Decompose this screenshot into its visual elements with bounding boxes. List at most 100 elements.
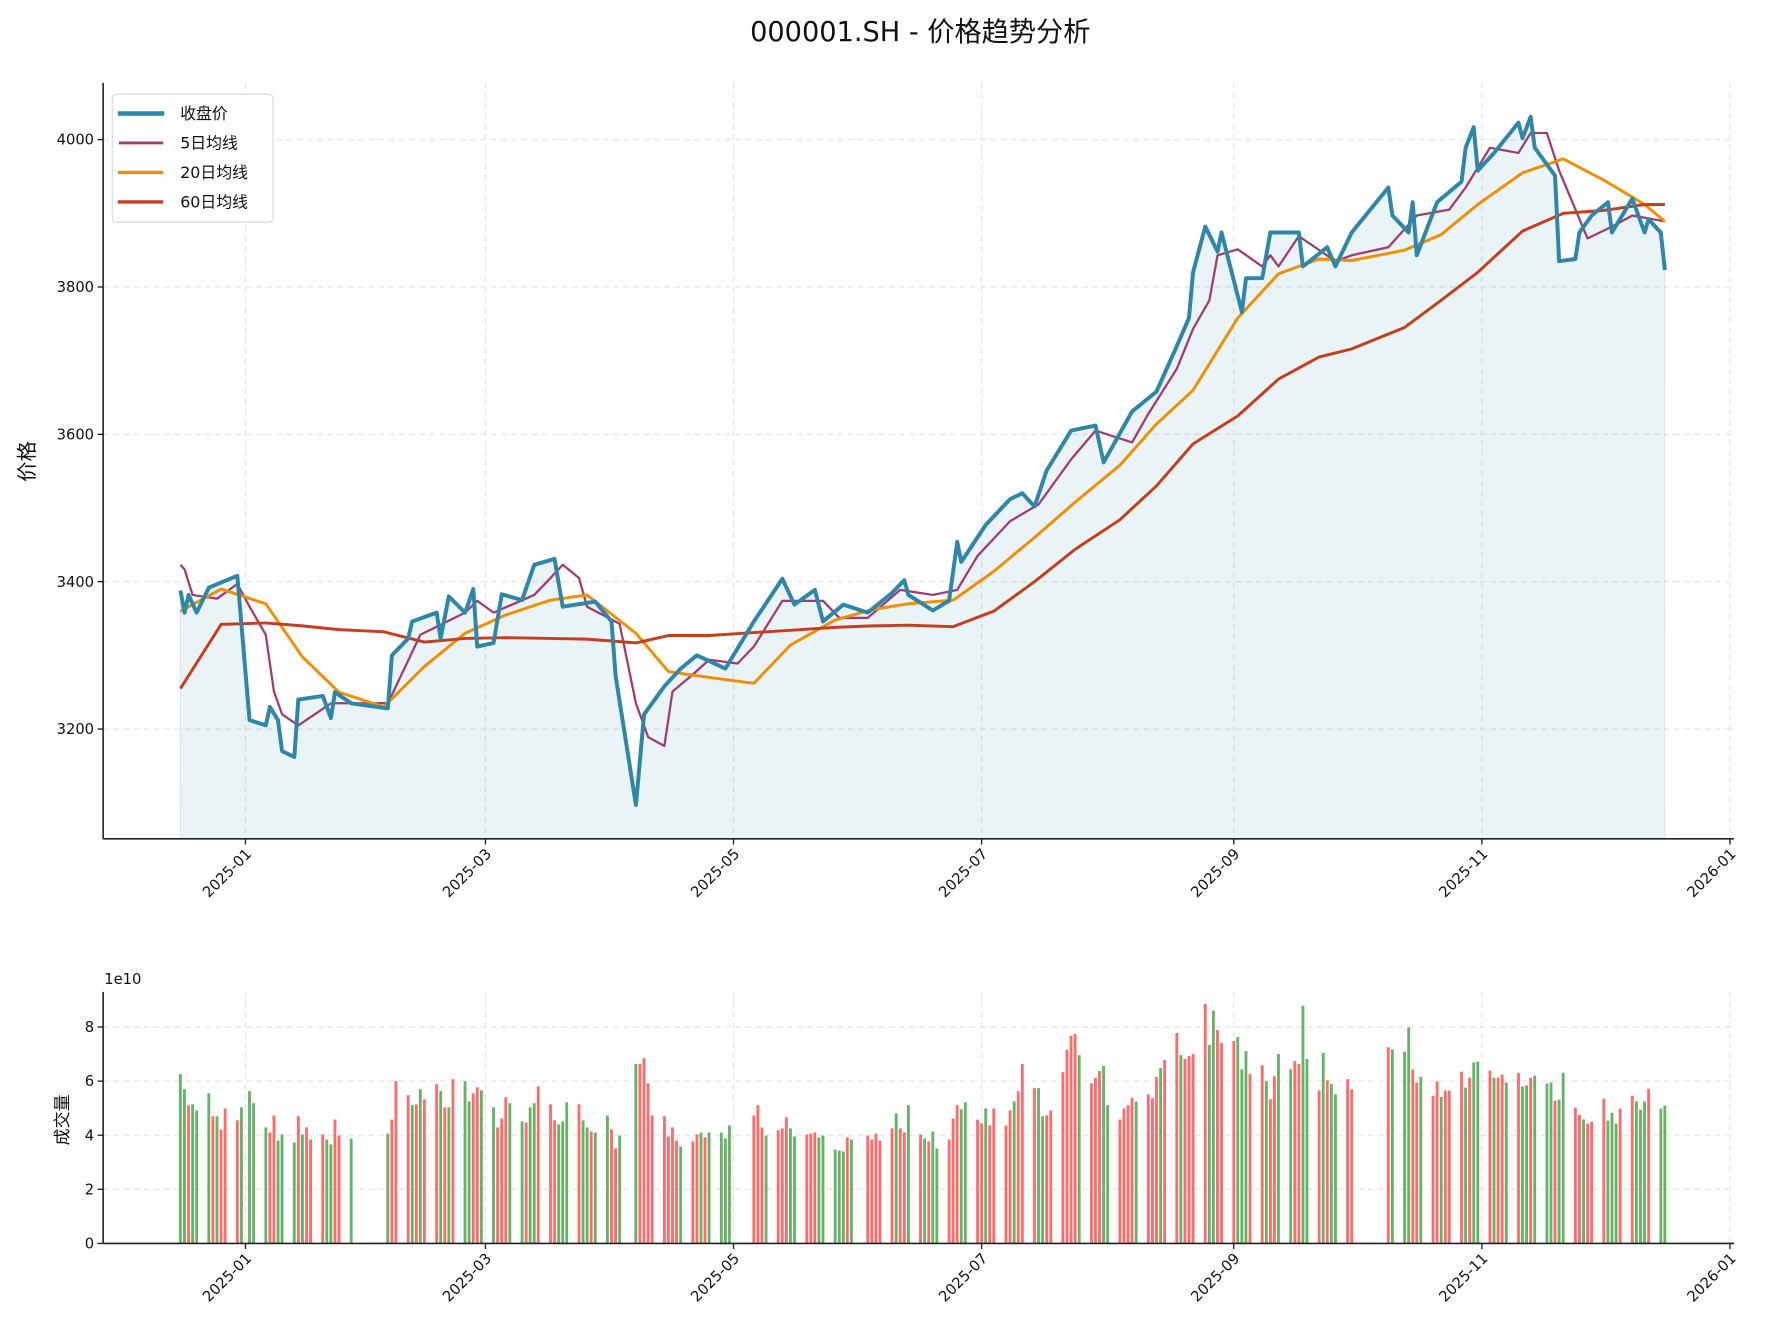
volume-bar <box>500 1118 504 1244</box>
volume-bar <box>301 1134 304 1244</box>
volume-bar <box>1460 1071 1463 1244</box>
chart-title: 000001.SH - 价格趋势分析 <box>750 17 1090 48</box>
volume-x-tick-label: 2025-05 <box>688 1250 744 1306</box>
volume-bar <box>1151 1098 1154 1244</box>
volume-bar <box>292 1142 296 1244</box>
volume-bar <box>1260 1065 1264 1244</box>
volume-bar <box>475 1087 479 1244</box>
volume-bar <box>1012 1101 1016 1244</box>
volume-bar <box>443 1107 447 1244</box>
volume-bar <box>386 1133 390 1244</box>
volume-bar <box>211 1116 215 1244</box>
volume-bar <box>1159 1068 1163 1244</box>
price-panel: 2025-01 2025-03 2025-05 2025-07 2025-09 2025-… <box>15 82 1740 901</box>
ma60-line <box>179 203 1665 690</box>
volume-bar <box>280 1134 284 1244</box>
volume-bar <box>528 1107 532 1244</box>
volume-bar <box>333 1119 337 1244</box>
volume-bar <box>349 1138 353 1244</box>
ma20-series <box>179 157 1666 709</box>
volume-bar <box>951 1118 955 1244</box>
volume-bar <box>1098 1071 1101 1244</box>
volume-bar <box>1496 1077 1500 1244</box>
volume-bar <box>752 1115 756 1244</box>
close-fill-area <box>179 116 1666 840</box>
volume-bar <box>666 1136 670 1244</box>
volume-bar <box>1634 1101 1638 1244</box>
volume-bar <box>195 1110 199 1244</box>
volume-bar <box>671 1127 674 1244</box>
volume-bar <box>1297 1064 1301 1244</box>
volume-bar <box>809 1133 813 1244</box>
volume-bar <box>1069 1035 1073 1244</box>
volume-bar <box>536 1086 540 1244</box>
volume-bar <box>764 1135 768 1244</box>
volume-bar <box>305 1127 308 1244</box>
volume-bar <box>610 1129 613 1244</box>
volume-bar <box>585 1127 589 1244</box>
price-y-tick-label: 3600 <box>57 426 94 443</box>
volume-bar <box>919 1134 922 1244</box>
volume-bar <box>1289 1069 1293 1244</box>
volume-x-tick-label: 2025-07 <box>936 1250 992 1306</box>
volume-bar <box>524 1122 528 1244</box>
volume-bar <box>1557 1099 1561 1244</box>
volume-bar <box>272 1115 276 1244</box>
volume-bar <box>223 1108 227 1244</box>
volume-bar <box>549 1104 552 1244</box>
volume-bar <box>837 1150 841 1244</box>
volume-bar <box>618 1135 622 1244</box>
volume-bar <box>1415 1082 1419 1244</box>
volume-bar <box>1090 1083 1093 1244</box>
volume-bar <box>845 1137 849 1244</box>
volume-bar <box>532 1103 536 1244</box>
volume-bar <box>1277 1054 1280 1244</box>
volume-bar <box>1329 1084 1333 1244</box>
volume-bar <box>1618 1108 1622 1244</box>
volume-bar <box>520 1121 524 1244</box>
volume-bar <box>264 1127 268 1244</box>
volume-bar <box>1334 1094 1337 1244</box>
volume-bar <box>447 1107 451 1244</box>
legend-label-close: 收盘价 <box>180 104 228 123</box>
volume-bar <box>1521 1086 1524 1244</box>
volume-bar <box>878 1140 882 1244</box>
volume-bar <box>422 1099 426 1244</box>
volume-bar <box>1561 1072 1565 1244</box>
volume-y-tick-label: 2 <box>85 1181 94 1198</box>
volume-bar <box>813 1132 817 1244</box>
volume-bar <box>565 1102 569 1244</box>
volume-bar <box>1573 1107 1577 1244</box>
volume-bar <box>1211 1010 1215 1244</box>
volume-bar <box>1504 1082 1508 1244</box>
volume-bar <box>1350 1089 1354 1244</box>
volume-bar <box>1191 1054 1195 1244</box>
volume-bar <box>992 1108 996 1244</box>
volume-bar <box>414 1104 418 1244</box>
volume-bar <box>931 1131 935 1244</box>
volume-bar <box>1264 1081 1268 1244</box>
volume-bar <box>793 1136 796 1244</box>
volume-bar <box>1045 1115 1049 1244</box>
volume-bar <box>1268 1099 1272 1244</box>
volume-bar <box>268 1132 272 1244</box>
volume-bar <box>1419 1076 1423 1244</box>
volume-bar <box>1179 1055 1183 1244</box>
price-series <box>178 114 1667 807</box>
volume-bar <box>1578 1114 1581 1244</box>
volume-bar <box>1447 1090 1451 1244</box>
volume-bar <box>1614 1123 1618 1244</box>
volume-bar <box>699 1132 703 1244</box>
volume-bar <box>1390 1049 1394 1244</box>
volume-bar <box>1020 1064 1024 1244</box>
volume-bar <box>1016 1091 1020 1244</box>
volume-bar <box>496 1127 500 1244</box>
volume-bar <box>1517 1072 1520 1244</box>
volume-bar <box>923 1138 927 1244</box>
volume-bar <box>1037 1088 1040 1244</box>
volume-y-tick-label: 0 <box>85 1236 94 1253</box>
volume-bar <box>935 1148 939 1244</box>
volume-bar <box>719 1132 723 1244</box>
volume-bar <box>1586 1123 1590 1244</box>
volume-bar <box>789 1128 792 1244</box>
